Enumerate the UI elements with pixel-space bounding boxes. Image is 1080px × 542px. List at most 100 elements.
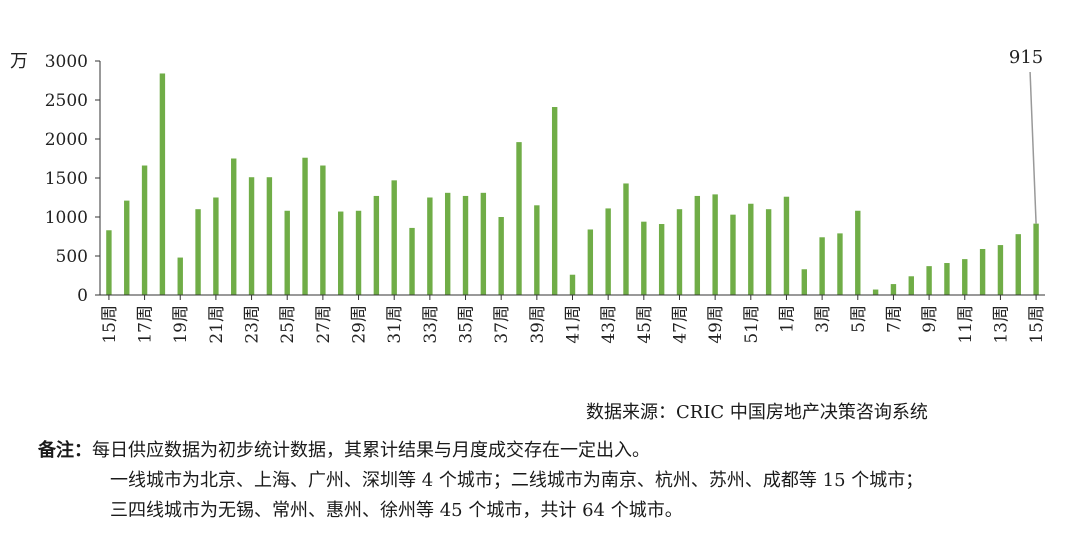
callout: 915 [1009, 47, 1043, 224]
x-tick-label: 41周 [564, 305, 584, 344]
bar [534, 205, 540, 295]
bar [1015, 234, 1021, 295]
x-tick-label: 45周 [635, 305, 655, 344]
x-tick-label: 3周 [813, 305, 833, 333]
notes-line-3: 三四线城市为无锡、常州、惠州、徐州等 45 个城市，共计 64 个城市。 [110, 500, 683, 521]
x-tick-label: 11周 [956, 305, 976, 344]
x-tick-label: 43周 [599, 305, 619, 344]
y-tick-label: 2000 [45, 130, 88, 150]
x-tick-label: 29周 [350, 305, 370, 344]
y-unit-label: 万 [10, 51, 28, 72]
y-tick-label: 500 [56, 247, 88, 267]
bar [551, 107, 558, 296]
bar [373, 195, 380, 295]
y-tick-label: 3000 [45, 52, 88, 72]
bar [962, 259, 968, 295]
bar [694, 195, 701, 295]
y-axis: 0 500 1000 1500 2000 2500 3000 万 [10, 51, 101, 306]
bar [284, 210, 290, 295]
bar [765, 209, 772, 295]
bar [819, 237, 825, 295]
bar [908, 276, 914, 295]
bar [516, 142, 522, 295]
notes-line-1: 备注：每日供应数据为初步统计数据，其累计结果与月度成交存在一定出入。 [38, 436, 650, 462]
bar [159, 73, 166, 295]
bar [605, 208, 611, 295]
bar [195, 209, 201, 295]
bar [355, 210, 362, 295]
bar [1033, 223, 1039, 295]
bar [872, 289, 879, 295]
x-tick-label: 35周 [457, 305, 477, 344]
bar [498, 217, 504, 295]
x-tick-label: 15周 [1027, 305, 1047, 344]
bar [409, 227, 415, 295]
x-tick-label: 1周 [777, 305, 797, 333]
bar [391, 180, 397, 295]
y-tick-label: 0 [77, 286, 88, 306]
bar [106, 230, 112, 295]
x-tick-label: 9周 [920, 305, 940, 333]
bar [444, 192, 451, 295]
bar [926, 266, 932, 295]
bar [997, 245, 1004, 295]
y-tick-label: 2500 [45, 91, 88, 111]
bar [427, 197, 433, 295]
x-tick-label: 27周 [314, 305, 334, 344]
bar [801, 269, 807, 295]
x-tick-label: 13周 [991, 305, 1011, 344]
bar [320, 165, 326, 295]
bars [106, 73, 1039, 296]
bar [302, 157, 308, 295]
x-tick-label: 37周 [492, 305, 512, 344]
bar [587, 229, 594, 295]
bar [623, 183, 629, 295]
x-tick-label: 49周 [706, 305, 726, 344]
bar [213, 197, 219, 295]
bar-chart: 0 500 1000 1500 2000 2500 3000 万 15周 17周 19周 21周 23… [10, 47, 1047, 344]
bar [480, 192, 487, 295]
x-tick-label: 15周 [100, 305, 120, 344]
data-source: 数据来源：CRIC 中国房地产决策咨询系统 [586, 402, 928, 423]
x-tick-label: 7周 [884, 305, 904, 333]
bar [248, 177, 255, 295]
bar [658, 224, 665, 295]
bar [141, 165, 148, 295]
callout-label: 915 [1009, 47, 1043, 68]
bar [748, 203, 754, 295]
notes-line-2: 一线城市为北京、上海、广州、深圳等 4 个城市；二线城市为南京、杭州、苏州、成都… [110, 470, 924, 491]
bar [338, 211, 344, 295]
bar [712, 194, 718, 295]
x-tick-label: 39周 [528, 305, 548, 344]
bar [177, 257, 183, 295]
bar [837, 233, 843, 295]
y-tick-label: 1000 [45, 208, 88, 228]
x-tick-label: 17周 [136, 305, 156, 344]
bar [641, 221, 647, 295]
x-tick-label: 47周 [670, 305, 690, 344]
callout-line [1029, 71, 1037, 224]
bar [979, 248, 986, 295]
bar [730, 214, 736, 295]
bar [462, 195, 469, 295]
x-tick-label: 33周 [421, 305, 441, 344]
bar [231, 158, 237, 295]
x-tick-label: 23周 [243, 305, 263, 344]
bar [266, 177, 273, 295]
bar [783, 196, 790, 295]
notes-text-1: 每日供应数据为初步统计数据，其累计结果与月度成交存在一定出入。 [92, 440, 650, 461]
x-tick-label: 25周 [278, 305, 298, 344]
x-axis: 15周 17周 19周 21周 23周 25周 27周 29周 31周 33周 35周 37周 39周 4… [100, 294, 1047, 344]
x-tick-label: 31周 [385, 305, 405, 344]
bar [569, 274, 576, 295]
x-tick-label: 5周 [849, 305, 869, 333]
x-tick-label: 19周 [171, 305, 191, 344]
bar [890, 284, 897, 295]
bar [944, 263, 950, 295]
bar [124, 200, 130, 295]
y-tick-label: 1500 [45, 169, 88, 189]
bar [855, 210, 861, 295]
x-tick-label: 51周 [742, 305, 762, 344]
bar [676, 209, 683, 295]
notes-label: 备注： [38, 440, 92, 461]
